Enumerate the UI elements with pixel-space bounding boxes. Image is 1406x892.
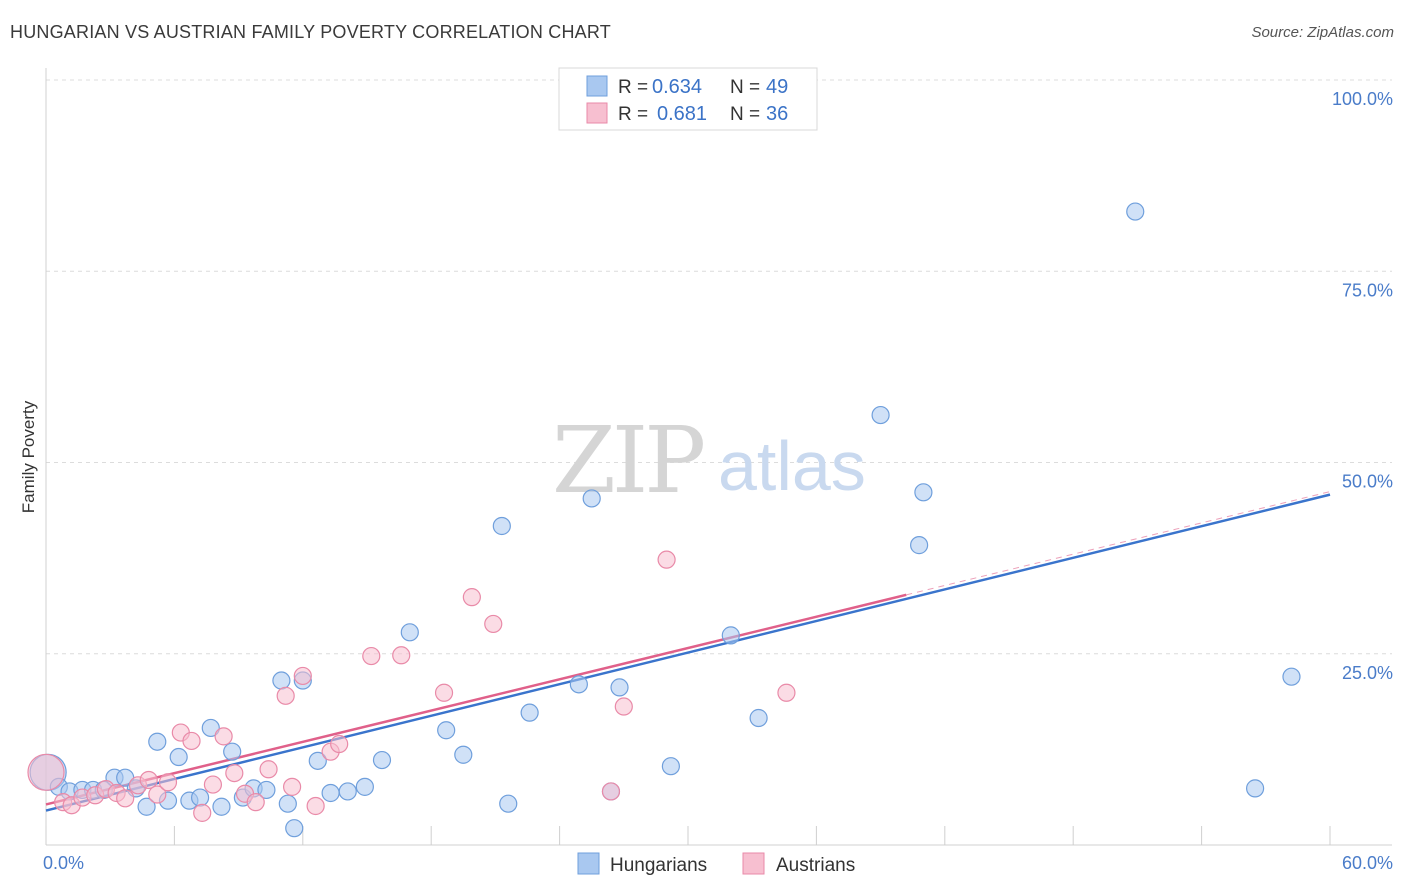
hungarians-point: [338, 782, 357, 801]
austrians-point: [203, 775, 223, 794]
grid-lines: [46, 79, 1392, 655]
austrians-point: [484, 614, 503, 634]
hungarians-point: [257, 780, 276, 800]
legend-n-label-austrians: N =: [730, 104, 760, 125]
data-points: [27, 202, 1301, 838]
source-label: Source: ZipAtlas.com: [1251, 24, 1394, 41]
legend-swatch-hungarians: [586, 75, 608, 97]
austrians-point: [193, 803, 212, 822]
x-tick-label-max: 60.0%: [1342, 853, 1393, 873]
hungarians-point: [212, 797, 231, 816]
y-axis-title: Family Poverty: [19, 400, 38, 513]
y-tick-label-100: 100.0%: [1332, 89, 1393, 109]
legend-box: R = 0.634 N = 49 R = 0.681 N = 36: [558, 67, 818, 131]
legend-n-value-hungarians: 49: [766, 76, 788, 98]
hungarians-point: [1126, 202, 1145, 221]
bottom-legend-hungarians: Hungarians: [610, 855, 707, 876]
legend-r-label-austrians: R =: [618, 104, 648, 125]
austrians-point: [27, 753, 65, 791]
hungarians-point: [492, 516, 511, 536]
y-tick-label-25: 25.0%: [1342, 663, 1393, 683]
x-tick-label-min: 0.0%: [43, 853, 84, 873]
austrians-point: [614, 697, 633, 716]
austrians-point: [276, 686, 295, 705]
hungarians-point: [437, 721, 456, 740]
hungarians-point: [308, 751, 327, 770]
austrians-point: [158, 773, 178, 792]
austrians-point: [246, 793, 265, 812]
austrians-trend-extension: [906, 491, 1331, 596]
hungarians-point: [272, 671, 291, 690]
austrians-point: [362, 646, 381, 666]
hungarians-point: [148, 732, 167, 751]
hungarians-point: [321, 783, 340, 803]
watermark-zip: ZIP: [552, 407, 703, 514]
legend-r-label-hungarians: R =: [618, 77, 648, 98]
austrians-point: [777, 683, 796, 702]
austrians-point: [116, 789, 135, 808]
hungarians-point: [569, 675, 588, 694]
austrians-point: [462, 588, 481, 607]
bottom-legend: Hungarians Austrians: [577, 852, 855, 876]
austrians-point: [259, 760, 278, 779]
hungarians-point: [223, 742, 242, 761]
legend-swatch-austrians: [586, 102, 608, 124]
legend-r-value-austrians: 0.681: [657, 103, 707, 125]
austrians-point: [293, 666, 312, 686]
bottom-legend-swatch-austrians: [742, 852, 765, 875]
hungarians-trend-line: [45, 493, 1331, 812]
hungarians-point: [355, 777, 374, 796]
austrians-point: [434, 683, 454, 702]
austrians-point: [306, 796, 325, 816]
hungarians-point: [610, 678, 629, 697]
hungarians-point: [278, 794, 297, 813]
hungarians-point: [454, 745, 473, 764]
hungarians-point: [871, 405, 890, 425]
hungarians-point: [749, 708, 768, 728]
austrians-point: [148, 785, 167, 804]
tick-labels: 25.0% 50.0% 75.0% 100.0% 0.0% 60.0%: [43, 89, 1393, 873]
hungarians-point: [661, 757, 680, 776]
bottom-legend-swatch-hungarians: [577, 852, 600, 875]
legend-r-value-hungarians: 0.634: [652, 76, 702, 98]
y-tick-label-50: 50.0%: [1342, 472, 1393, 492]
austrians-point: [182, 731, 201, 751]
hungarians-point: [520, 703, 539, 722]
watermark: ZIP atlas: [552, 407, 866, 514]
y-tick-label-75: 75.0%: [1342, 280, 1393, 300]
austrians-point: [657, 550, 676, 569]
hungarians-point: [285, 819, 304, 838]
watermark-atlas: atlas: [718, 427, 866, 505]
hungarians-point: [372, 750, 392, 770]
hungarians-point: [499, 794, 518, 813]
legend-n-value-austrians: 36: [766, 103, 788, 125]
austrians-point: [392, 646, 411, 665]
chart-title: HUNGARIAN VS AUSTRIAN FAMILY POVERTY COR…: [10, 22, 611, 42]
hungarians-point: [1245, 779, 1265, 798]
austrians-trend-line: [45, 593, 907, 806]
austrians-point: [283, 777, 302, 796]
bottom-legend-austrians: Austrians: [776, 855, 855, 876]
austrians-point: [214, 727, 233, 746]
hungarians-point: [201, 718, 220, 738]
hungarians-point: [169, 747, 188, 767]
austrians-point: [225, 763, 244, 783]
trend-lines: [45, 491, 1331, 812]
austrians-point: [601, 782, 621, 801]
hungarians-point: [400, 623, 419, 642]
hungarians-point: [914, 483, 933, 502]
austrians-point: [330, 734, 349, 754]
legend-n-label-hungarians: N =: [730, 77, 760, 98]
hungarians-point: [721, 626, 740, 645]
hungarians-point: [910, 536, 929, 555]
austrians-point: [139, 770, 158, 790]
hungarians-point: [190, 788, 210, 807]
hungarians-point: [582, 489, 601, 508]
axes: [45, 68, 1392, 846]
hungarians-point: [1282, 667, 1301, 686]
hungarians-point: [137, 797, 156, 816]
